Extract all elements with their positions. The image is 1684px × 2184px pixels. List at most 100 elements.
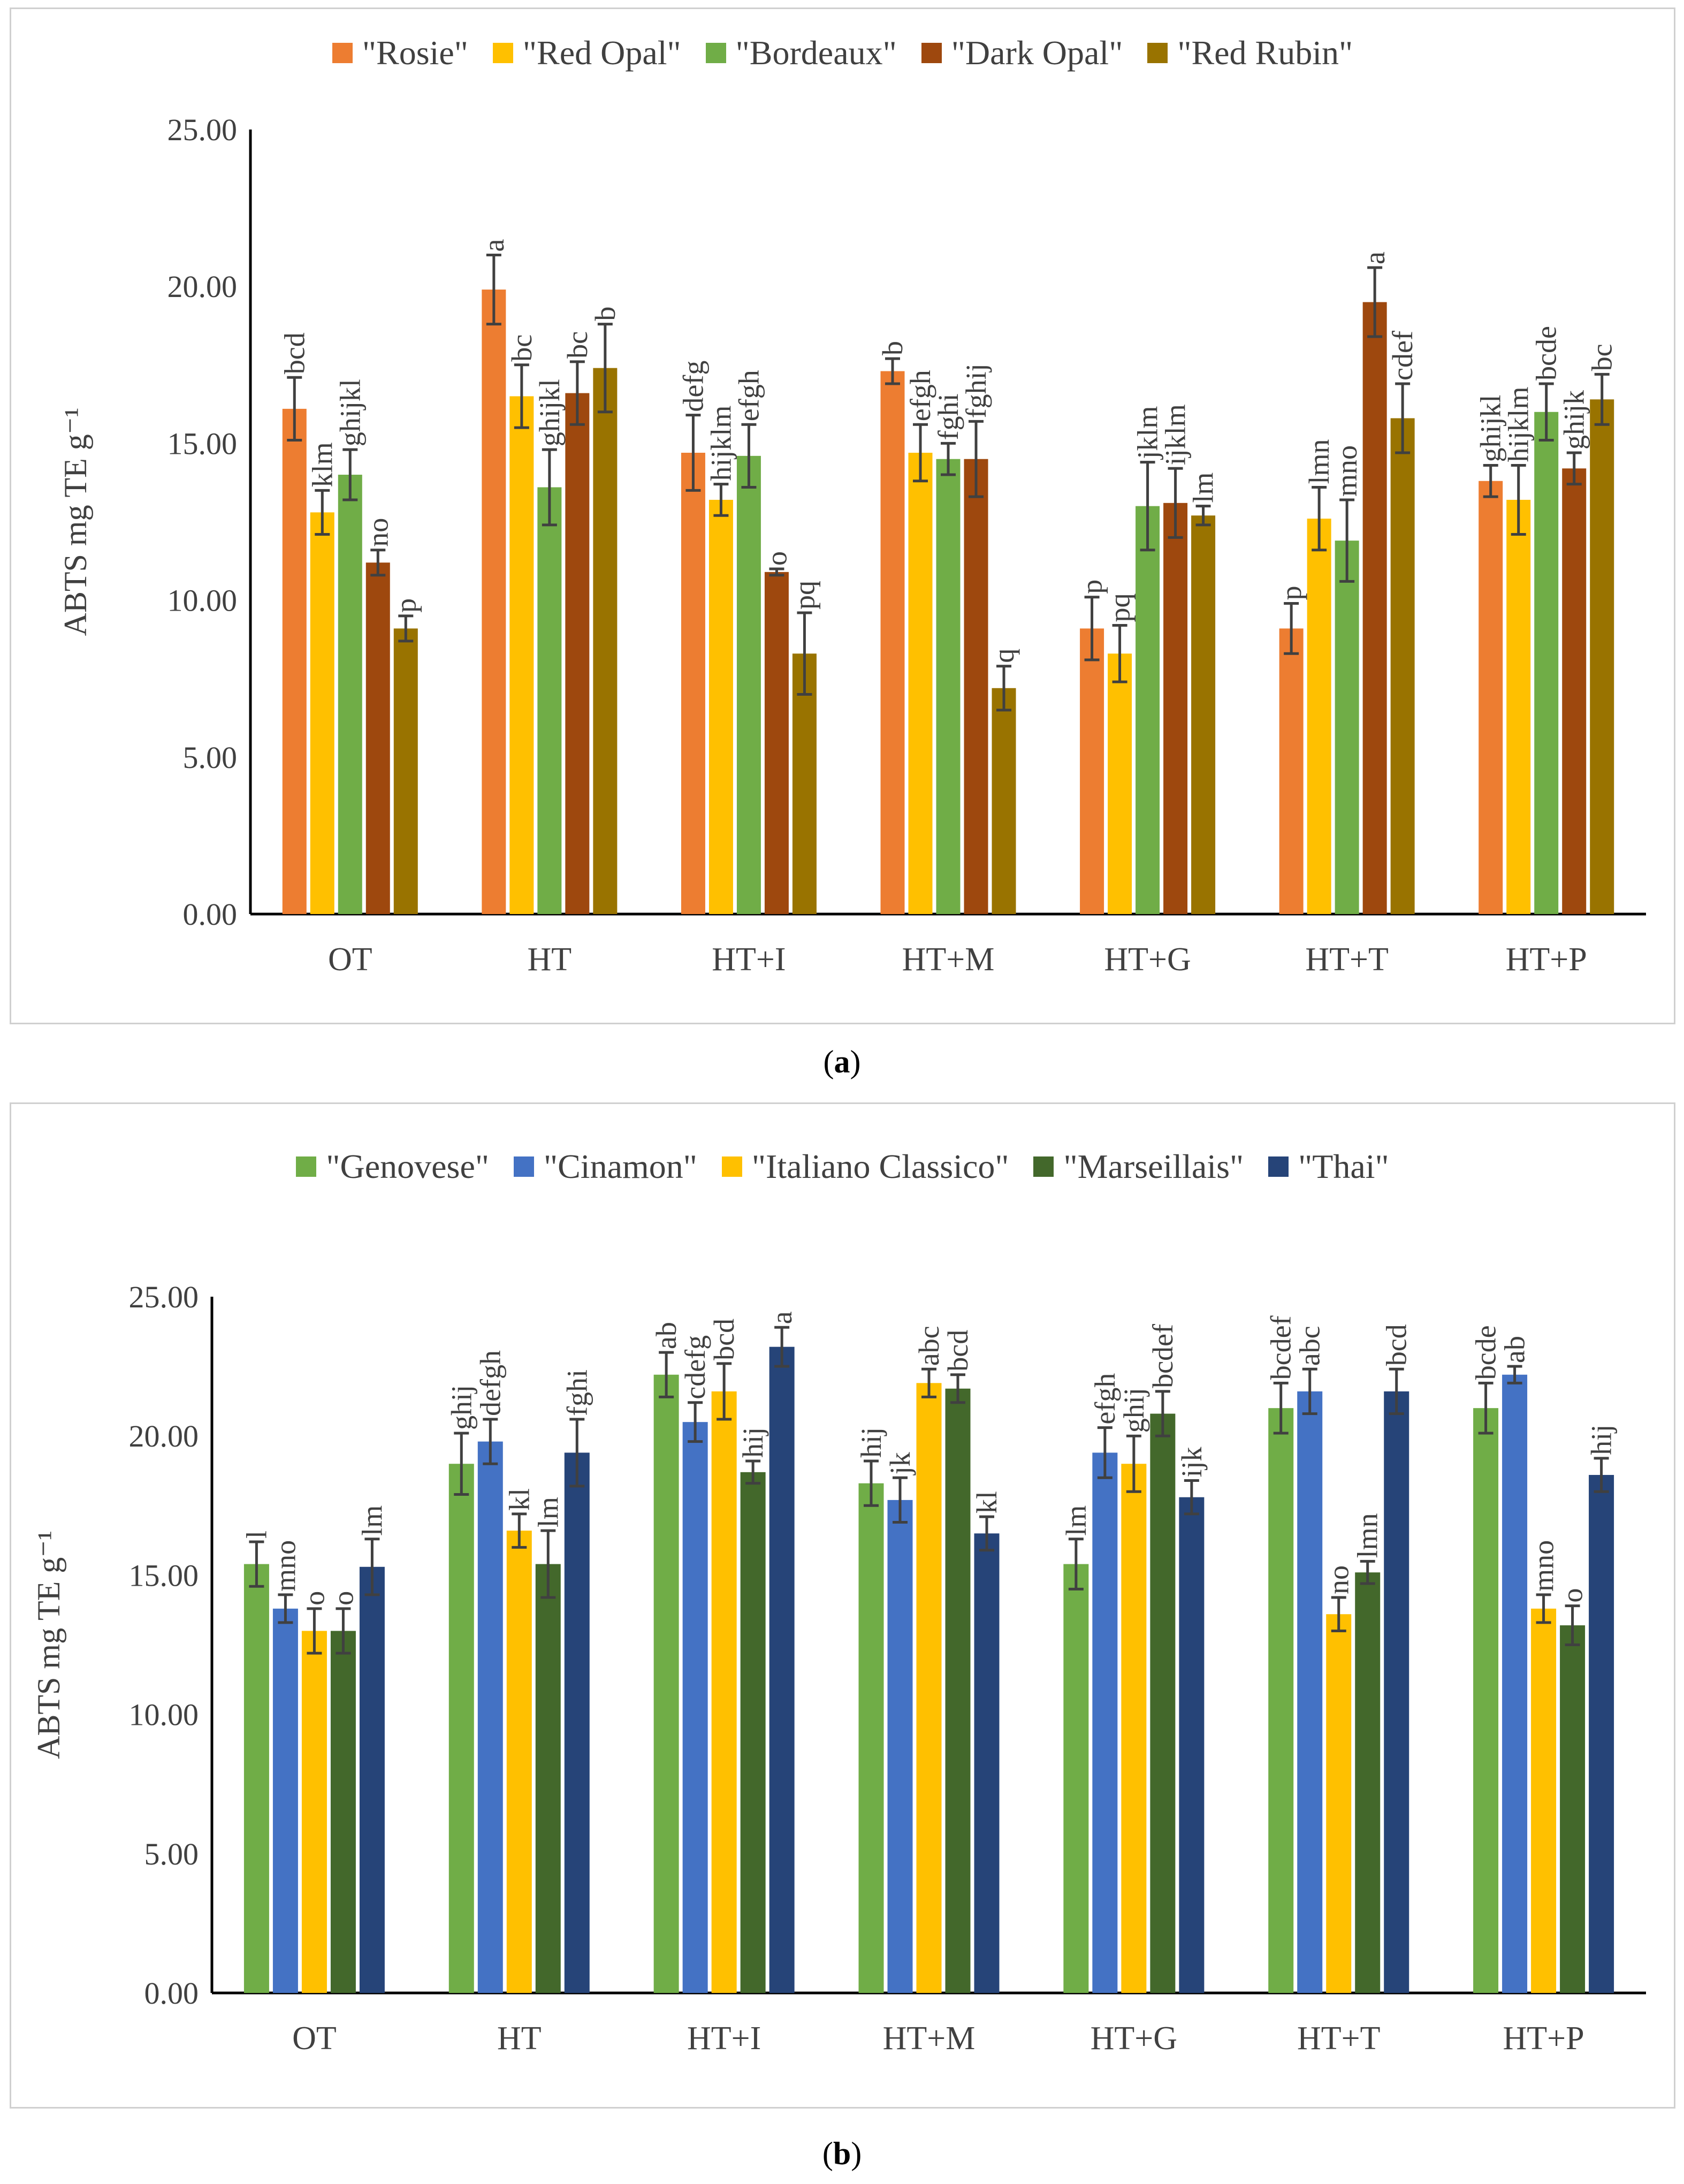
significance-label: no	[362, 518, 394, 547]
bar	[708, 499, 733, 914]
legend-item: "Marseillais"	[1033, 1147, 1244, 1186]
bar	[282, 408, 307, 914]
significance-label: bc	[561, 331, 593, 359]
bar-chart-b: 0.00 5.00 10.00 15.00 20.00 25.00 ABTS mg TE g…	[31, 1280, 1646, 2057]
x-tick-label: HT+T	[1297, 2020, 1380, 2057]
bar	[1355, 1572, 1381, 1993]
legend: "Rosie" "Red Opal" "Bordeaux" "Dark Opal…	[11, 33, 1674, 73]
y-tick-label: 0.00	[144, 1976, 199, 2011]
y-tick-label: 25.00	[167, 112, 238, 147]
significance-label: fghij	[960, 363, 992, 418]
significance-label: jklm	[1132, 406, 1164, 460]
x-tick-label: OT	[328, 941, 372, 978]
bar	[338, 475, 362, 914]
significance-label: o	[1557, 1588, 1589, 1603]
bar	[1506, 499, 1531, 914]
significance-label: abc	[1294, 1326, 1326, 1366]
bar	[1080, 628, 1104, 914]
bar	[992, 688, 1016, 914]
legend-item: "Cinamon"	[513, 1147, 697, 1186]
bar	[243, 1564, 269, 1993]
significance-label: fghi	[932, 393, 964, 440]
bar-chart-a: 0.00 5.00 10.00 15.00 20.00 25.00 ABTS mg TE g…	[58, 112, 1646, 978]
bar	[1150, 1413, 1176, 1993]
significance-label: mno	[269, 1540, 301, 1592]
bar	[908, 452, 933, 914]
legend-swatch	[1033, 1156, 1054, 1177]
significance-label: ijk	[1176, 1447, 1208, 1477]
bar	[1335, 541, 1359, 914]
significance-label: kl	[503, 1488, 535, 1511]
bar	[535, 1564, 561, 1993]
x-tick-label: HT+I	[712, 941, 786, 978]
legend-item: "Bordeaux"	[705, 33, 897, 73]
bar	[1534, 412, 1559, 914]
significance-label: lmn	[1352, 1513, 1384, 1558]
significance-label: a	[1359, 252, 1391, 264]
significance-label: defgh	[474, 1350, 506, 1416]
significance-label: p	[1076, 580, 1108, 594]
significance-label: bcd	[708, 1319, 740, 1360]
y-tick-label: 10.00	[167, 583, 238, 618]
bar	[1562, 468, 1587, 914]
significance-label: bcdef	[1265, 1315, 1297, 1380]
significance-label: ab	[650, 1322, 682, 1349]
significance-label: ghijkl	[334, 379, 366, 446]
significance-label: ghijkl	[1475, 394, 1507, 462]
significance-label: kl	[971, 1491, 1003, 1513]
bar	[1502, 1374, 1528, 1993]
significance-label: no	[1323, 1565, 1355, 1594]
significance-label: b	[877, 341, 909, 355]
bar	[1590, 399, 1614, 914]
significance-label: ijklm	[1160, 404, 1192, 465]
bar	[1108, 653, 1132, 914]
significance-label: bcde	[1530, 326, 1563, 381]
significance-label: jk	[884, 1452, 916, 1475]
x-tick-label: HT	[497, 2020, 542, 2057]
bar	[736, 455, 761, 914]
legend-item: "Red Opal"	[492, 33, 681, 73]
bar	[880, 371, 905, 914]
figure-caption-b: (b)	[822, 2136, 862, 2171]
significance-label: bcd	[278, 332, 310, 374]
bar	[1479, 481, 1503, 914]
significance-label: mno	[1331, 445, 1363, 497]
bar	[359, 1566, 385, 1993]
bar	[565, 393, 590, 914]
significance-label: hij	[855, 1427, 887, 1458]
bar	[1307, 519, 1331, 914]
significance-label: bc	[1586, 344, 1618, 371]
significance-label: bcde	[1470, 1325, 1502, 1380]
bar	[537, 487, 562, 914]
bar	[272, 1608, 298, 1993]
bar	[1063, 1564, 1089, 1993]
legend-swatch	[921, 43, 942, 63]
bar	[1163, 503, 1188, 914]
bar	[887, 1500, 913, 1993]
significance-label: hij	[1586, 1425, 1618, 1455]
chart-panel-b: "Genovese" "Cinamon" "Italiano Classico"…	[10, 1102, 1675, 2109]
bar	[974, 1533, 1000, 1993]
bar	[448, 1464, 474, 1993]
legend-item: "Red Rubin"	[1147, 33, 1353, 73]
significance-label: lm	[356, 1505, 388, 1536]
significance-label: fghi	[561, 1369, 593, 1416]
y-tick-label: 15.00	[167, 426, 238, 461]
y-tick-label: 0.00	[183, 897, 238, 932]
bar	[1390, 418, 1415, 914]
bar	[1092, 1452, 1118, 1993]
bar	[1268, 1408, 1294, 1993]
x-tick-label: HT+T	[1305, 941, 1388, 978]
legend-swatch	[513, 1156, 534, 1177]
bar	[393, 628, 418, 914]
bar	[916, 1383, 942, 1993]
bar	[1136, 506, 1160, 914]
legend-label: "Red Rubin"	[1177, 34, 1353, 72]
significance-label: ghij	[445, 1385, 477, 1430]
significance-label: ghij	[1118, 1388, 1150, 1433]
significance-label: o	[760, 551, 793, 566]
legend-label: "Red Opal"	[522, 34, 681, 72]
y-tick-label: 20.00	[129, 1419, 199, 1454]
legend-item: "Dark Opal"	[921, 33, 1123, 73]
legend-swatch	[296, 1156, 317, 1177]
